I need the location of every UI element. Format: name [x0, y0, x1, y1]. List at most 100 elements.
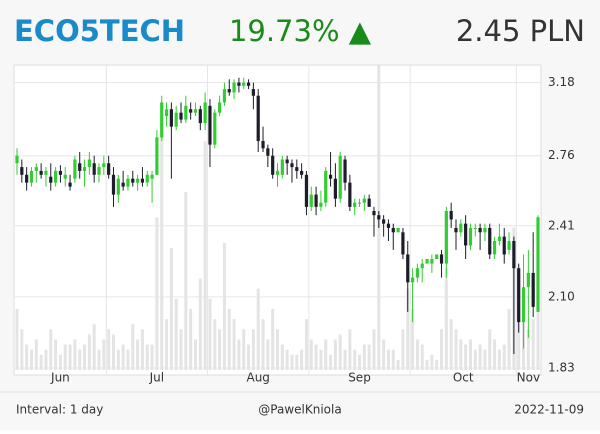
candle-body	[49, 176, 53, 183]
volume-bar	[63, 344, 67, 370]
volume-bar	[276, 329, 279, 370]
volume-bar	[367, 344, 371, 370]
candle-body	[102, 163, 106, 168]
candle-body	[222, 89, 227, 103]
volume-bar	[382, 339, 386, 370]
candle-body	[58, 170, 63, 175]
candle-body	[121, 182, 125, 187]
candle-body	[512, 241, 516, 269]
volume-bar	[121, 344, 125, 370]
y-tick-label: 3.18	[548, 75, 575, 89]
candle-body	[290, 163, 294, 168]
candle-body	[439, 254, 444, 264]
candle-body	[300, 170, 304, 175]
volume-bar	[391, 349, 395, 370]
volume-bar	[160, 115, 164, 370]
candle-body	[53, 170, 58, 183]
volume-bar	[396, 359, 400, 370]
candle-body	[396, 227, 400, 233]
volume-bar	[362, 344, 366, 370]
x-tick-label: Jul	[149, 371, 164, 385]
volume-bar	[473, 349, 477, 370]
candle-body	[459, 223, 463, 233]
candle-body	[140, 178, 145, 183]
candle-body	[372, 211, 376, 216]
candle-body	[502, 236, 506, 255]
volume-bar	[145, 344, 149, 370]
volume-bar	[435, 359, 439, 370]
volume-bar	[464, 344, 468, 370]
volume-bar	[203, 141, 207, 370]
candle-body	[478, 227, 482, 233]
volume-bar	[343, 349, 347, 370]
interval: Interval: 1 day	[16, 403, 103, 417]
candle-body	[483, 227, 487, 233]
candle-body	[107, 163, 111, 175]
price: 2.45 PLN	[456, 14, 585, 48]
candle-body	[63, 174, 67, 179]
candle-body	[20, 167, 24, 175]
x-tick-label: Oct	[453, 371, 474, 385]
volume-bar	[25, 344, 29, 370]
volume-bar	[386, 349, 390, 370]
candle-body	[29, 170, 34, 183]
candle-body	[517, 268, 521, 323]
candle-body	[338, 155, 342, 199]
candle-body	[232, 82, 236, 93]
y-tick-label: 2.10	[548, 289, 575, 303]
volume-bar	[111, 334, 115, 370]
volume-bar	[507, 309, 511, 370]
candle-body	[435, 254, 439, 259]
volume-bar	[116, 349, 120, 370]
y-tick-label: 1.83	[548, 361, 575, 375]
candle-body	[406, 254, 410, 283]
volume-bar	[440, 329, 444, 370]
candle-body	[227, 89, 231, 93]
volume-bar	[73, 339, 77, 370]
volume-bar	[68, 344, 72, 370]
volume-bar	[333, 339, 337, 370]
candle-body	[116, 178, 120, 195]
candle-body	[430, 258, 434, 264]
volume-bar	[83, 344, 87, 370]
volume-bar	[165, 319, 169, 370]
volume-bar	[49, 329, 53, 370]
candle-body	[521, 287, 526, 323]
volume-bar	[150, 344, 154, 370]
candle-body	[333, 178, 337, 199]
candle-body	[97, 167, 101, 175]
volume-bar	[271, 309, 275, 370]
candle-body	[92, 163, 96, 175]
volume-bar	[285, 349, 289, 370]
candle-body	[343, 159, 347, 183]
volume-bar	[92, 324, 96, 370]
volume-bar	[126, 349, 130, 370]
volume-bar	[266, 339, 270, 370]
plot-area	[13, 64, 542, 376]
volume-bar	[256, 288, 260, 370]
candle-body	[304, 174, 309, 207]
candle-body	[15, 155, 19, 164]
candle-body	[237, 82, 241, 86]
candle-body	[464, 223, 468, 246]
candle-body	[319, 202, 323, 207]
volume-bar	[208, 298, 212, 370]
volume-bar	[483, 349, 487, 370]
candle-body	[242, 82, 246, 86]
candle-body	[382, 219, 386, 224]
x-tick-label: Jun	[50, 371, 70, 385]
candle-body	[420, 263, 424, 269]
candle-body	[285, 159, 289, 164]
ticker: ECO5TECH	[14, 14, 185, 48]
candle-body	[78, 163, 82, 171]
candle-body	[150, 174, 154, 179]
volume-bar	[430, 354, 434, 370]
volume-bar	[251, 329, 255, 370]
volume-bar	[131, 324, 135, 370]
candle-body	[44, 170, 48, 175]
volume-bar	[304, 319, 308, 370]
volume-bar	[372, 329, 376, 370]
volume-bar	[102, 339, 106, 370]
candle-body	[208, 105, 212, 145]
